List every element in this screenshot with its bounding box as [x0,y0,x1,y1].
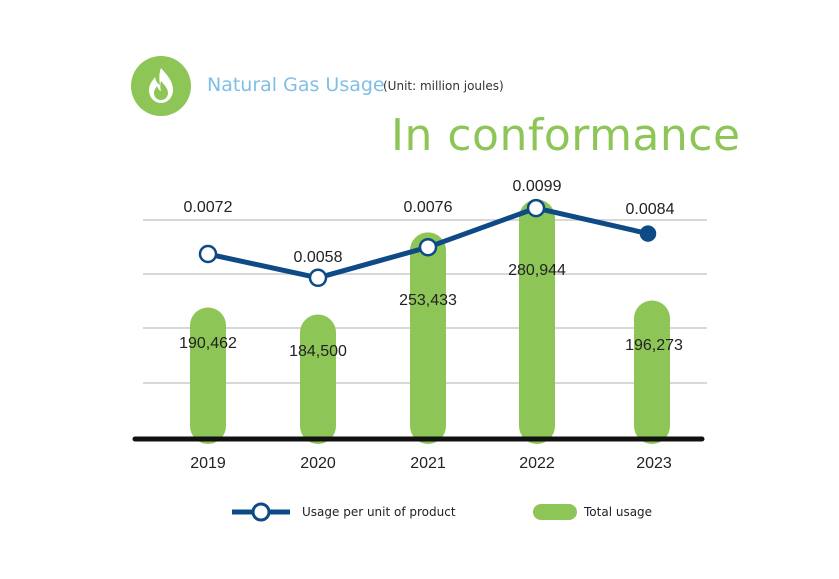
line-point-2021 [418,237,438,257]
bar-2023 [634,300,670,444]
bar-series [190,199,670,444]
bar-value-label: 253,433 [399,292,457,309]
x-tick-label: 2023 [636,455,672,472]
line-value-label: 0.0099 [513,178,562,195]
line-value-label: 0.0058 [294,249,343,266]
line-value-labels: 0.0072 0.0058 0.0076 0.0099 0.0084 [184,178,675,266]
line-value-label: 0.0072 [184,199,233,216]
line-value-label: 0.0076 [404,199,453,216]
bar-value-label: 280,944 [508,262,566,279]
bar-value-labels: 190,462 184,500 253,433 280,944 196,273 [179,262,683,360]
x-tick-label: 2021 [410,455,446,472]
line-point-2019 [198,244,218,264]
line-point-2023 [639,225,657,242]
line-point-2020 [308,268,328,288]
legend-line-label: Usage per unit of product [302,505,456,519]
status-text: In conformance [391,110,741,161]
line-series [198,198,657,288]
x-tick-labels: 2019 2020 2021 2022 2023 [190,455,672,472]
legend-bar-label: Total usage [583,505,652,519]
x-tick-label: 2022 [519,455,555,472]
legend-item-line: Usage per unit of product [232,502,456,522]
chart-title: Natural Gas Usage [207,74,385,96]
x-tick-label: 2020 [300,455,336,472]
legend-item-bar: Total usage [533,504,652,520]
flame-icon-badge [131,56,191,116]
bar-2020 [300,314,336,444]
x-tick-label: 2019 [190,455,226,472]
bar-value-label: 196,273 [625,337,683,354]
line-value-label: 0.0084 [626,201,675,218]
bar-2019 [190,307,226,444]
bar-value-label: 184,500 [289,343,347,360]
legend: Usage per unit of product Total usage [232,502,652,522]
flame-icon [131,56,191,116]
unit-label: (Unit: million joules) [383,79,504,93]
bar-2021 [410,232,446,444]
line-point-2022 [526,198,546,218]
bar-value-label: 190,462 [179,335,237,352]
bar-2022 [519,199,555,444]
